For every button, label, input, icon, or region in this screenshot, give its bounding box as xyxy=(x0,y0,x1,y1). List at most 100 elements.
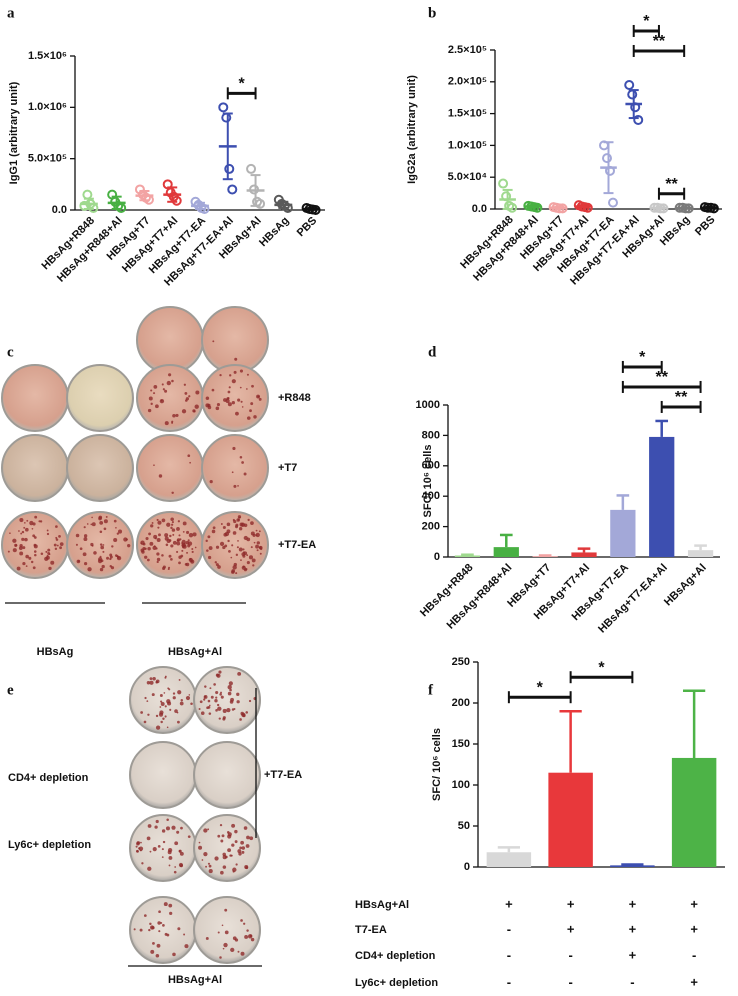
plate-spot xyxy=(103,519,108,524)
side-label: +T7-EA xyxy=(264,769,302,781)
data-point xyxy=(221,112,232,123)
plate-spot xyxy=(193,410,196,413)
plate-spot xyxy=(238,547,243,552)
plate-spot xyxy=(206,549,209,552)
plate-spot xyxy=(252,533,256,537)
plate-spot xyxy=(169,708,172,711)
plate-spot xyxy=(183,383,186,386)
plate xyxy=(136,306,204,374)
plate-spot xyxy=(172,952,176,957)
plate-spot xyxy=(226,522,231,527)
plate-spot xyxy=(184,944,189,949)
plate-spot xyxy=(182,544,187,549)
plate-spot xyxy=(169,534,172,538)
plate-spot xyxy=(246,388,248,390)
plate-spot xyxy=(158,474,163,478)
plate-spot xyxy=(181,409,187,414)
plate-spot xyxy=(207,699,211,703)
plate-spot xyxy=(161,856,164,859)
plate-spot xyxy=(115,526,117,529)
plate-spot xyxy=(249,934,253,938)
y-axis-label: IgG1 (arbitrary unit) xyxy=(8,81,20,184)
plate-spot xyxy=(221,834,225,838)
plate-spot xyxy=(251,558,256,563)
y-tick-label: 150 xyxy=(452,738,470,750)
plate-spot xyxy=(174,841,179,846)
plate-spot xyxy=(168,903,173,908)
plate-spot xyxy=(184,391,188,395)
plate-spot xyxy=(259,552,262,555)
plate-spot xyxy=(259,547,263,551)
plate-spot xyxy=(178,849,182,853)
plate-spot xyxy=(149,922,152,926)
plate-spot xyxy=(221,924,224,927)
plate-spot xyxy=(21,537,25,541)
plate-spot xyxy=(222,865,227,869)
plate-spot xyxy=(219,374,222,377)
plate-spot xyxy=(233,484,237,488)
plate-spot xyxy=(243,922,246,925)
y-tick-label: 2.0×10⁵ xyxy=(448,76,487,88)
plate-spot xyxy=(99,555,102,558)
condition-mark: + xyxy=(629,896,637,911)
y-tick-label: 400 xyxy=(422,490,440,502)
group-label: HBsAg xyxy=(37,646,74,658)
plate-spot xyxy=(211,529,216,534)
plate-spot xyxy=(236,700,240,704)
condition-mark: - xyxy=(507,921,511,936)
plate-spot xyxy=(179,851,184,856)
bar xyxy=(671,757,717,867)
plate-spot xyxy=(176,550,179,554)
plate-spot xyxy=(93,551,97,555)
plate xyxy=(201,511,269,579)
plate-spot xyxy=(223,942,228,948)
plate-spot xyxy=(199,700,203,704)
plate-spot xyxy=(248,555,254,560)
plate-spot xyxy=(215,673,220,677)
plate-spot xyxy=(155,547,158,550)
condition-mark: + xyxy=(567,896,575,911)
plate-spot xyxy=(206,706,209,710)
plate-spot xyxy=(230,947,235,952)
plate-spot xyxy=(168,554,172,558)
plate-spot xyxy=(97,559,103,564)
plate-spot xyxy=(228,549,231,553)
plate-spot xyxy=(171,523,174,526)
plate-spot xyxy=(203,698,206,701)
plate-spot xyxy=(23,526,26,529)
plate-spot xyxy=(176,830,180,834)
plate-spot xyxy=(215,545,220,549)
plate-spot xyxy=(258,397,262,401)
plate-spot xyxy=(103,527,107,531)
plate-spot xyxy=(21,530,25,534)
plate-spot xyxy=(170,517,174,521)
plate-spot xyxy=(231,843,235,847)
plate-spot xyxy=(151,693,155,697)
plate-spot xyxy=(256,549,259,552)
plate-spot xyxy=(209,687,212,690)
plate-spot xyxy=(222,525,226,529)
plate-spot xyxy=(162,565,166,569)
plate-spot xyxy=(34,553,37,557)
plate-spot xyxy=(102,550,105,553)
data-point xyxy=(218,102,229,113)
plate-spot xyxy=(157,844,161,848)
row-label: +T7-EA xyxy=(278,539,316,551)
plate-spot xyxy=(245,844,250,848)
plate-spot xyxy=(157,921,161,925)
plate-spot xyxy=(113,519,117,523)
plate-spot xyxy=(215,696,218,699)
y-tick-label: 0.0 xyxy=(52,204,67,216)
plate-spot xyxy=(228,386,231,389)
plate-spot xyxy=(91,522,96,527)
plate-spot xyxy=(152,847,157,852)
plate-spot xyxy=(214,699,218,703)
y-tick-label: 200 xyxy=(422,521,440,533)
plate-spot xyxy=(198,841,201,844)
plate-spot xyxy=(242,548,245,551)
data-point xyxy=(624,79,635,90)
plate-spot xyxy=(155,819,159,824)
plate-spot xyxy=(204,695,207,698)
plate-spot xyxy=(250,521,254,526)
